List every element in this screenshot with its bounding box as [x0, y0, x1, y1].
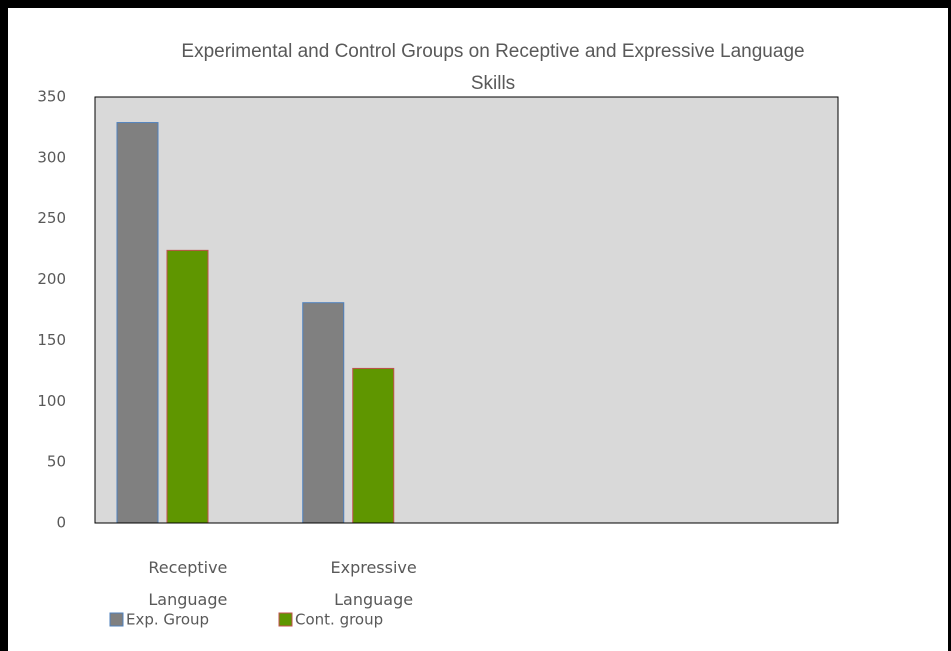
y-tick-label: 100: [37, 392, 66, 410]
bar: [302, 302, 345, 524]
chart-title: Experimental and Control Groups on Recep…: [181, 41, 805, 94]
legend-label: Exp. Group: [126, 611, 209, 629]
x-tick-label: Receptive Language: [148, 558, 228, 609]
y-tick-label: 50: [47, 453, 66, 471]
y-tick-label: 0: [56, 514, 66, 532]
y-tick-label: 250: [37, 209, 66, 227]
x-tick-label: Expressive Language: [330, 558, 417, 609]
y-tick-label: 300: [37, 148, 66, 166]
y-tick-label: 350: [37, 88, 66, 106]
bar: [166, 249, 209, 524]
legend-swatch: [109, 612, 124, 627]
bar: [116, 122, 159, 524]
y-tick-label: 200: [37, 270, 66, 288]
y-tick-label: 150: [37, 331, 66, 349]
bar: [352, 367, 395, 524]
legend-label: Cont. group: [295, 611, 383, 629]
legend-swatch: [278, 612, 293, 627]
plot-area: [94, 96, 839, 524]
